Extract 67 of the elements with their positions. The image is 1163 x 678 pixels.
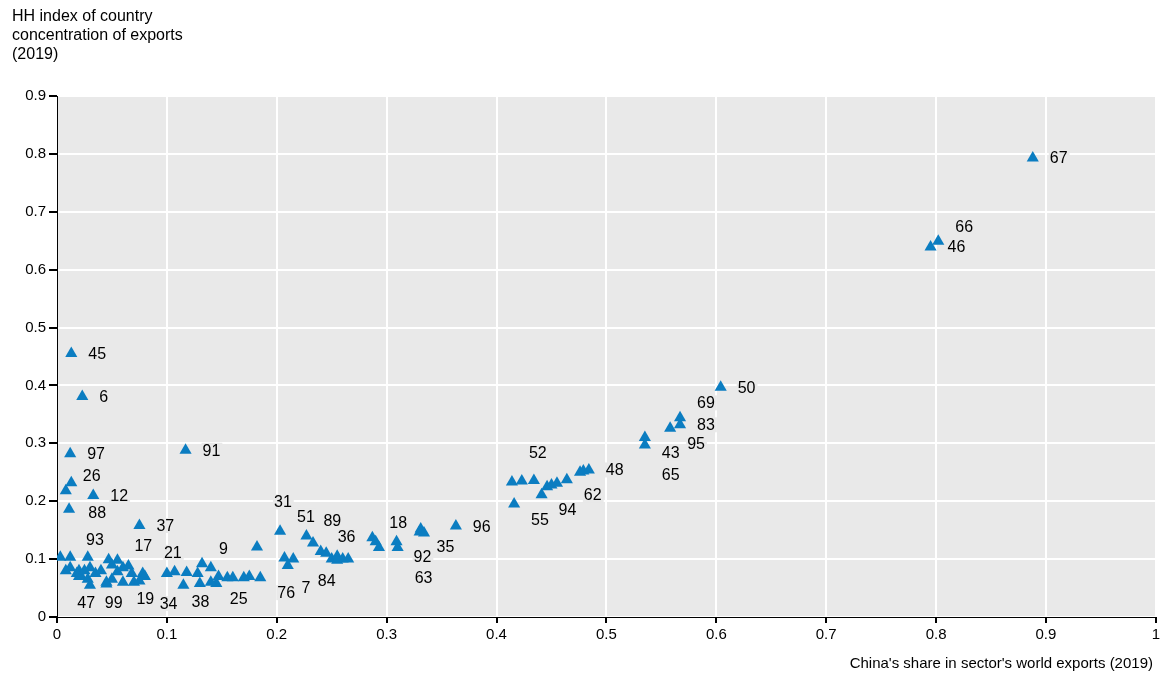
annotation: 50 — [737, 378, 756, 396]
y-tick-label: 0.5 — [25, 317, 46, 335]
annotation: 37 — [156, 516, 175, 534]
annotation: 18 — [389, 514, 408, 532]
x-axis-title: China's share in sector's world exports (2019) — [849, 654, 1153, 671]
annotation: 25 — [229, 589, 248, 607]
annotation: 38 — [191, 593, 210, 611]
y-tick-label: 0.3 — [25, 433, 46, 451]
x-tick-label: 0.7 — [815, 625, 837, 643]
annotation: 95 — [687, 434, 706, 452]
annotation: 19 — [136, 590, 155, 608]
annotation: 66 — [955, 217, 974, 235]
y-tick-label: 0.6 — [25, 259, 46, 277]
annotation: 9 — [219, 540, 229, 558]
annotation: 55 — [531, 510, 550, 528]
annotation: 91 — [202, 441, 221, 459]
x-tick-label: 0.1 — [156, 625, 178, 643]
annotation: 34 — [159, 594, 178, 612]
annotation: 48 — [605, 461, 624, 479]
y-tick-label: 0.4 — [25, 375, 46, 393]
x-tick-label: 0.8 — [925, 625, 947, 643]
annotation: 12 — [110, 486, 129, 504]
annotation: 83 — [697, 416, 715, 434]
annotation: 92 — [413, 548, 432, 566]
annotation: 69 — [697, 394, 715, 412]
annotation: 7 — [301, 579, 311, 597]
y-axis-title: HH index of country concentration of exports (2019) — [12, 6, 184, 63]
annotation: 84 — [317, 571, 336, 589]
annotation: 89 — [323, 512, 342, 530]
annotation: 31 — [273, 493, 292, 511]
annotation: 63 — [414, 568, 433, 586]
y-tick-label: 0.8 — [25, 144, 46, 162]
annotation: 96 — [472, 517, 491, 535]
x-tick-label: 0.3 — [376, 625, 398, 643]
y-tick-label: 0.1 — [25, 549, 46, 567]
annotation: 97 — [87, 445, 106, 463]
y-tick-label: 0.7 — [25, 201, 46, 219]
annotation: 62 — [583, 486, 602, 504]
annotation: 45 — [88, 345, 107, 363]
x-tick-label: 0.4 — [486, 625, 507, 643]
annotation: 65 — [661, 466, 680, 484]
annotation: 51 — [297, 507, 315, 525]
x-tick-label: 1 — [1151, 625, 1160, 643]
annotation: 47 — [77, 593, 96, 611]
annotation: 36 — [337, 527, 356, 545]
annotation: 94 — [558, 501, 577, 519]
x-tick-label: 0.6 — [705, 625, 727, 643]
annotation: 99 — [104, 593, 123, 611]
x-tick-label: 0.5 — [595, 625, 617, 643]
annotation: 52 — [528, 443, 547, 461]
annotation: 67 — [1049, 149, 1068, 167]
y-tick-label: 0.9 — [25, 86, 46, 104]
y-tick-label: 0.2 — [25, 491, 46, 509]
annotation: 88 — [88, 504, 107, 522]
annotation: 76 — [277, 584, 296, 602]
annotation: 17 — [134, 536, 153, 554]
annotation: 93 — [86, 530, 104, 548]
y-tick-label: 0 — [37, 607, 46, 625]
x-tick-label: 0.2 — [266, 625, 288, 643]
annotation: 35 — [436, 538, 455, 556]
annotation: 6 — [99, 387, 109, 405]
x-tick-label: 0.9 — [1035, 625, 1057, 643]
annotation: 43 — [661, 443, 680, 461]
annotation: 21 — [163, 543, 182, 561]
annotation: 26 — [82, 467, 101, 485]
x-tick-label: 0 — [52, 625, 62, 643]
annotation: 46 — [947, 238, 966, 256]
